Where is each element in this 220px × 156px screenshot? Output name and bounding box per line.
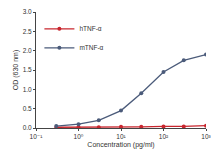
svg-text:3.0: 3.0 (23, 8, 32, 15)
svg-text:1.5: 1.5 (23, 66, 32, 73)
svg-text:hTNF-α: hTNF-α (79, 25, 101, 32)
svg-text:mTNF-α: mTNF-α (79, 44, 103, 51)
svg-text:10¹: 10¹ (116, 133, 126, 140)
svg-text:10⁰: 10⁰ (74, 133, 84, 140)
svg-text:2.5: 2.5 (23, 28, 32, 35)
svg-text:10²: 10² (159, 133, 169, 140)
svg-text:OD (630 nm): OD (630 nm) (12, 50, 20, 90)
svg-text:Concentration (pg/ml): Concentration (pg/ml) (87, 141, 154, 149)
svg-text:2.0: 2.0 (23, 47, 32, 54)
svg-text:10⁻¹: 10⁻¹ (30, 133, 44, 140)
svg-text:0.0: 0.0 (23, 124, 32, 131)
svg-text:1.0: 1.0 (23, 86, 32, 93)
svg-text:0.5: 0.5 (23, 105, 32, 112)
svg-text:10³: 10³ (201, 133, 211, 140)
